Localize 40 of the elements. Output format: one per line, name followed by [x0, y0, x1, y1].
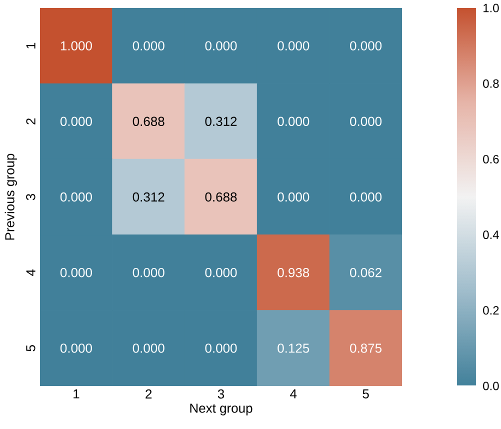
- data-label: 0.000: [278, 116, 310, 126]
- y-tick-label: 3: [26, 194, 36, 200]
- data-label: 0.000: [350, 116, 382, 126]
- y-axis-title: Previous group: [4, 154, 17, 240]
- data-label: 0.688: [132, 116, 164, 126]
- data-label: 0.000: [132, 41, 164, 50]
- x-tick-label: 5: [362, 389, 369, 398]
- data-label: 0.938: [278, 268, 310, 278]
- y-tick-label: 2: [26, 118, 36, 124]
- data-label: 0.875: [350, 344, 382, 353]
- color-bar-label: 0.0: [483, 382, 499, 390]
- data-label: 0.688: [205, 192, 237, 202]
- data-label: 1.000: [60, 41, 92, 50]
- data-label: 0.312: [132, 192, 164, 202]
- data-label: 0.000: [350, 192, 382, 202]
- color-bar-label: 0.6: [483, 154, 499, 164]
- y-tick-label: 5: [26, 345, 36, 352]
- color-bar-label: 0.2: [483, 306, 499, 315]
- x-tick-label: 3: [218, 389, 224, 399]
- data-label: 0.000: [278, 192, 310, 202]
- x-axis-title: Next group: [190, 404, 252, 416]
- y-tick-label: 4: [26, 269, 36, 276]
- data-label: 0.000: [60, 268, 92, 278]
- data-label: 0.000: [205, 268, 237, 278]
- x-tick-label: 4: [290, 389, 297, 398]
- data-label: 0.312: [205, 116, 237, 126]
- data-label: 0.000: [278, 41, 310, 50]
- color-bar-label: 1.0: [484, 4, 499, 12]
- color-bar-label: 0.8: [483, 79, 499, 88]
- data-label: 0.000: [132, 344, 164, 353]
- data-label: 0.000: [60, 116, 92, 126]
- color-bar-label: 0.4: [483, 230, 499, 240]
- data-label: 0.062: [350, 268, 382, 278]
- x-tick-label: 2: [146, 389, 152, 398]
- y-tick-label: 1: [26, 42, 36, 48]
- x-tick-label: 1: [74, 389, 80, 398]
- data-label: 0.000: [60, 192, 92, 202]
- data-label: 0.000: [132, 268, 164, 278]
- data-label: 0.000: [60, 344, 92, 353]
- data-label: 0.000: [350, 41, 382, 50]
